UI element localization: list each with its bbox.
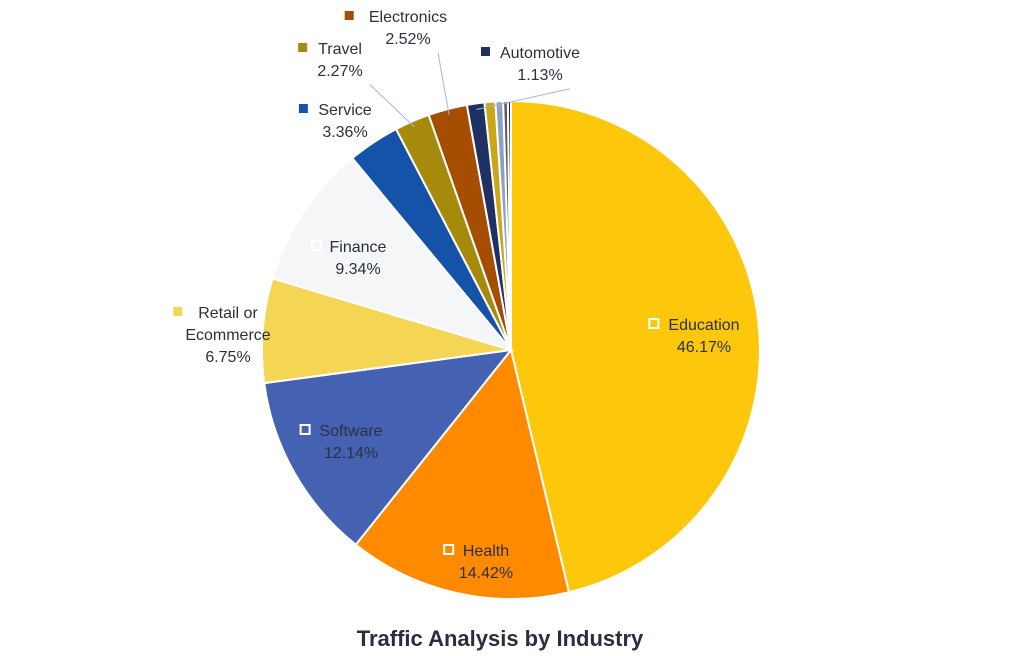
slice-label-education: Education [668,317,739,334]
legend-marker-service [298,104,308,113]
legend-marker-travel [298,43,308,52]
legend-marker-retail-or-ecommerce [173,307,183,316]
slice-value-travel: 2.27% [317,63,362,80]
legend-marker-health [443,544,455,555]
slice-value-software: 12.14% [324,445,378,462]
pie-slice-software [263,348,514,547]
slice-label-health: Health [463,543,509,560]
leader-line-travel [369,84,415,128]
slice-value-retail-or-ecommerce: 6.75% [205,349,250,366]
leader-line-electronics [437,52,450,116]
legend-marker-finance [310,240,322,251]
slice-value-finance: 9.34% [335,261,380,278]
pie-slice-education [510,99,761,594]
slice-label-automotive: Automotive [500,45,580,62]
pie-slice-finance [271,156,514,352]
slice-label-electronics: Electronics [369,9,447,26]
leader-lines [369,52,571,128]
pie-slice-health [354,347,571,600]
pie-slices [261,99,761,600]
slice-value-service: 3.36% [322,124,367,141]
pie-slice-retail-or-ecommerce [261,277,512,385]
slice-label-retail-or-ecommerce-line-2: Ecommerce [185,327,270,344]
slice-labels: Education 46.17% Health 14.42% Software 12.14… [173,9,740,582]
slice-label-travel: Travel [318,41,362,58]
legend-marker-education [648,318,660,329]
slice-value-electronics: 2.52% [385,31,430,48]
slice-label-service: Service [318,102,371,119]
legend-marker-software [299,424,311,435]
legend-marker-electronics [344,11,354,20]
slice-value-automotive: 1.13% [517,67,562,84]
chart-title: Traffic Analysis by Industry [357,626,644,651]
slice-value-health: 14.42% [459,565,513,582]
slice-label-software: Software [319,423,382,440]
slice-label-finance: Finance [330,239,387,256]
legend-marker-automotive [481,47,490,56]
leader-line-automotive [476,88,571,110]
slice-value-education: 46.17% [677,339,731,356]
pie-slice-minor-12 [506,99,512,351]
slice-label-retail-or-ecommerce-line-1: Retail or [198,305,258,322]
